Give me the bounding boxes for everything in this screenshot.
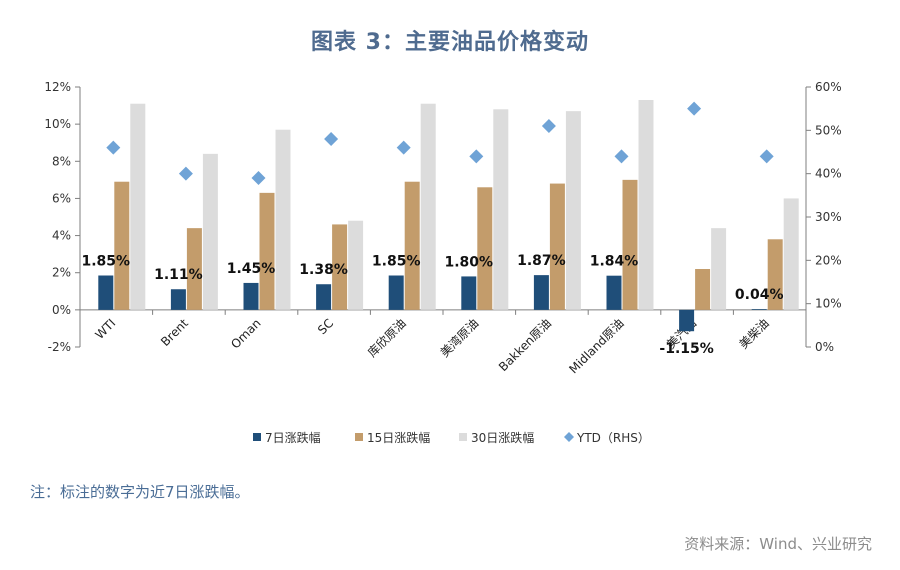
data-label-7d: 1.45% <box>227 261 276 277</box>
bar-30d <box>420 103 436 310</box>
right-tick-label: 60% <box>815 80 842 94</box>
data-label-7d: 1.85% <box>82 254 131 270</box>
bar-30d <box>348 220 364 310</box>
data-label-7d: 1.85% <box>372 254 421 270</box>
bar-7d <box>533 275 549 310</box>
legend-label: 30日涨跌幅 <box>471 430 534 445</box>
bar-15d <box>695 269 711 310</box>
ytd-point <box>251 171 266 185</box>
ytd-point <box>396 140 411 155</box>
category-label: SC <box>315 316 336 337</box>
left-tick-label: -2% <box>48 340 71 354</box>
ytd-point <box>469 149 484 164</box>
category-label: Brent <box>158 316 191 349</box>
bar-30d <box>711 228 727 310</box>
legend-label: 15日涨跌幅 <box>367 430 430 445</box>
bar-15d <box>477 187 493 310</box>
ytd-point <box>541 119 556 133</box>
left-tick-label: 0% <box>52 303 71 317</box>
bar-series <box>98 100 799 332</box>
chart-title: 图表 3：主要油品价格变动 <box>311 30 589 55</box>
bar-30d <box>493 109 509 310</box>
left-tick-label: 4% <box>52 229 71 243</box>
bar-15d <box>332 224 348 310</box>
bar-7d <box>606 275 622 310</box>
footnote: 注：标注的数字为近7日涨跌幅。 <box>30 483 250 501</box>
bar-15d <box>259 192 275 310</box>
bar-7d <box>316 284 332 310</box>
ytd-point <box>178 166 193 181</box>
ytd-point <box>614 149 629 164</box>
bar-15d <box>622 179 638 310</box>
data-label-7d: 0.04% <box>735 287 784 303</box>
data-labels: 1.85% 1.11% 1.45% 1.38% 1.85% 1.80% 1.87% 1.84%… <box>82 253 784 357</box>
legend-label: YTD（RHS） <box>576 431 650 445</box>
left-tick-label: 10% <box>44 117 71 131</box>
bar-15d <box>549 183 565 310</box>
left-tick-label: 2% <box>52 266 71 280</box>
bar-15d <box>767 239 783 310</box>
data-label-7d: 1.87% <box>517 253 566 269</box>
data-label-7d: 1.11% <box>154 267 203 283</box>
bar-15d <box>186 228 202 310</box>
legend-label: 7日涨跌幅 <box>265 430 321 445</box>
bar-30d <box>783 198 799 310</box>
bar-15d <box>114 181 130 310</box>
bar-30d <box>202 153 218 310</box>
source-note: 资料来源：Wind、兴业研究 <box>684 535 872 553</box>
category-label: Oman <box>228 316 263 351</box>
bar-30d <box>638 100 654 310</box>
right-tick-label: 10% <box>815 297 842 311</box>
legend: 7日涨跌幅 15日涨跌幅 30日涨跌幅 YTD（RHS） <box>253 430 650 445</box>
legend-swatch <box>564 432 574 442</box>
category-label: 库欣原油 <box>364 315 409 360</box>
bar-7d <box>243 282 259 310</box>
ytd-point <box>687 101 702 116</box>
right-tick-label: 40% <box>815 167 842 181</box>
bar-30d <box>275 129 291 310</box>
ytd-point <box>324 132 339 146</box>
legend-swatch <box>459 433 467 441</box>
ytd-series <box>106 101 774 185</box>
category-label: WTI <box>92 316 118 342</box>
left-tick-label: 8% <box>52 154 71 168</box>
legend-swatch <box>253 433 261 441</box>
bar-7d <box>170 289 186 310</box>
right-tick-label: 50% <box>815 123 842 137</box>
ytd-point <box>759 149 774 164</box>
right-tick-label: 30% <box>815 210 842 224</box>
oil-price-chart: -2% 0% 2% 4% 6% 8% 10% 12% 0% 10% 20% 30% 40% 50% 60% W… <box>44 80 842 445</box>
left-tick-label: 6% <box>52 191 71 205</box>
ytd-point <box>106 140 121 155</box>
data-label-7d: 1.84% <box>590 254 639 270</box>
bar-15d <box>404 181 420 310</box>
bar-7d <box>461 276 477 310</box>
data-label-7d: 1.80% <box>445 254 494 270</box>
right-tick-label: 20% <box>815 253 842 267</box>
category-label: Bakken原油 <box>496 316 554 374</box>
left-tick-label: 12% <box>44 80 71 94</box>
bar-7d <box>388 275 404 310</box>
right-tick-label: 0% <box>815 340 834 354</box>
category-label: Midland原油 <box>566 316 626 376</box>
category-label: 美柴油 <box>736 316 771 351</box>
bar-7d <box>679 309 695 332</box>
bar-30d <box>130 103 146 310</box>
legend-swatch <box>355 433 363 441</box>
bar-7d <box>751 309 767 310</box>
category-label: 美湾原油 <box>437 315 482 360</box>
bar-7d <box>98 275 114 310</box>
bar-30d <box>565 111 581 310</box>
data-label-7d: -1.15% <box>659 341 713 357</box>
data-label-7d: 1.38% <box>299 262 348 278</box>
